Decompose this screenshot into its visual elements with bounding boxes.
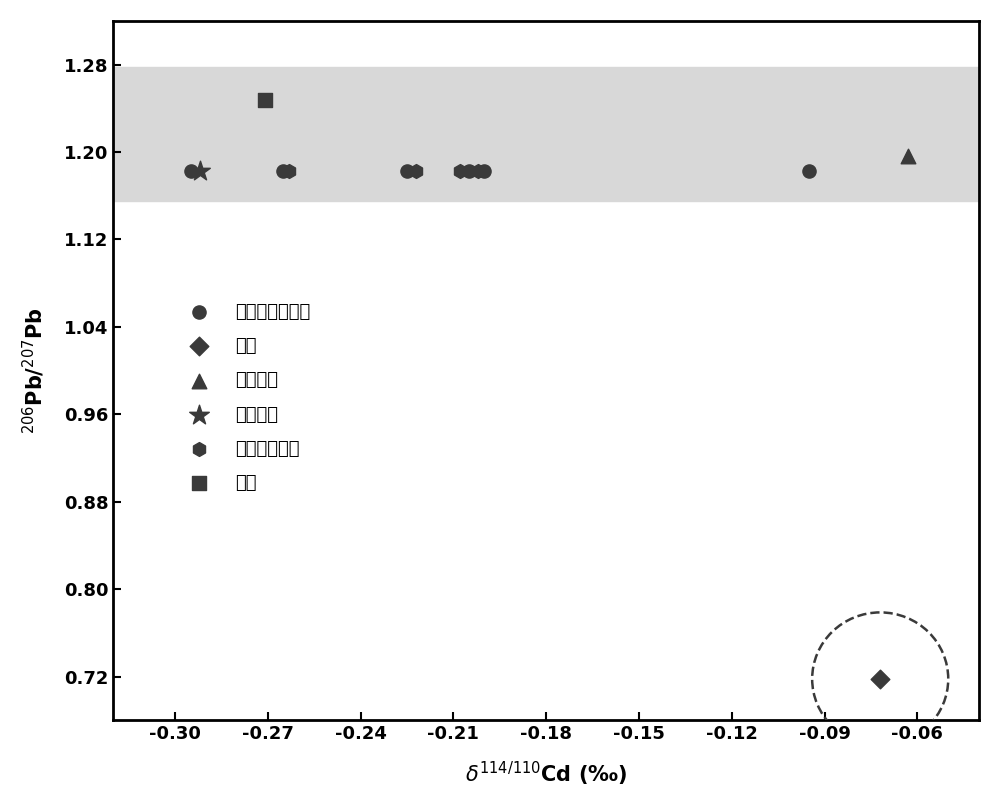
Point [452,164,468,177]
Point [461,164,477,177]
X-axis label: $\delta^{114/110}$Cd (‰): $\delta^{114/110}$Cd (‰) [465,760,627,788]
Point [192,164,208,177]
Point [408,164,424,177]
Bar [113,67,979,201]
Point [257,93,273,106]
Point [470,164,486,177]
Point [183,164,199,177]
Point [476,164,492,177]
Point [281,164,297,177]
Point [872,672,888,685]
Point [801,164,817,177]
Point [275,164,291,177]
Y-axis label: $^{206}$Pb/$^{207}$Pb: $^{206}$Pb/$^{207}$Pb [21,307,47,434]
Point [399,164,415,177]
Point [900,150,916,163]
Legend: 矿山废水沉淠物, 化肥, 背景土壤, 大气沉降, 污染农田土壤, 母质: 矿山废水沉淠物, 化肥, 背景土壤, 大气沉降, 污染农田土壤, 母质 [174,296,318,499]
